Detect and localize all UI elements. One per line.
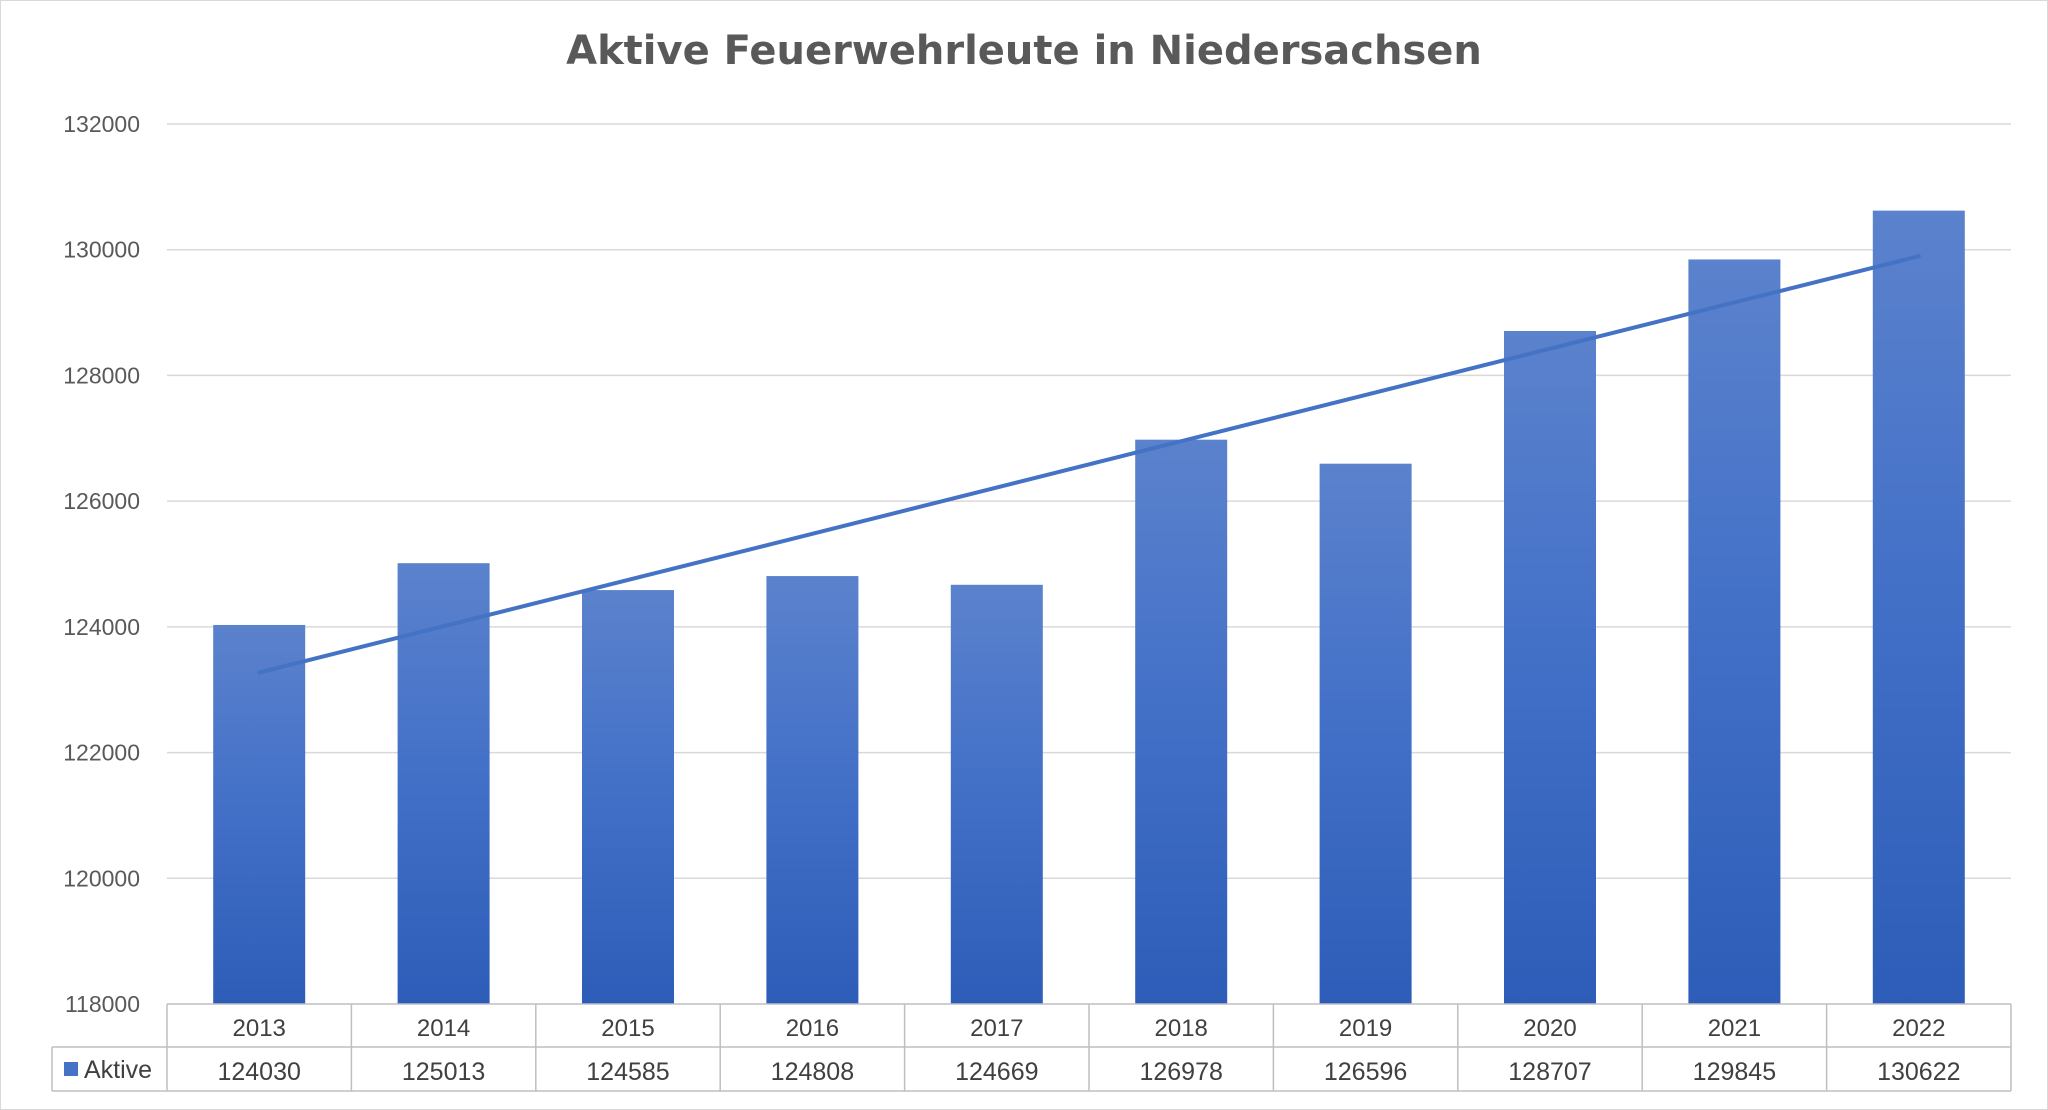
value-label-2015: 124585 <box>586 1058 669 1086</box>
y-tick-label-120000: 120000 <box>63 865 140 891</box>
data-table: 2013 124030 2014 125013 2015 124585 2016 124808… <box>51 1003 2012 1092</box>
legend-label-aktive: Aktive <box>84 1056 152 1084</box>
category-label-2021: 2021 <box>1708 1015 1761 1042</box>
value-label-2022: 130622 <box>1877 1058 1960 1086</box>
category-label-2016: 2016 <box>786 1015 839 1042</box>
y-tick-label-128000: 128000 <box>63 362 140 388</box>
bar-2016 <box>766 576 859 1004</box>
chart-title: Aktive Feuerwehrleute in Niedersachsen <box>566 28 1482 74</box>
bar-2015 <box>582 590 674 1004</box>
category-label-2014: 2014 <box>417 1015 470 1042</box>
bar-2017 <box>950 584 1043 1004</box>
bar-2020 <box>1504 330 1596 1004</box>
value-label-2018: 126978 <box>1139 1058 1222 1086</box>
category-label-2013: 2013 <box>233 1015 286 1042</box>
bar-2021 <box>1688 259 1781 1004</box>
bar-2014 <box>397 563 490 1004</box>
value-label-2016: 124808 <box>771 1058 854 1086</box>
value-label-2020: 128707 <box>1508 1058 1591 1086</box>
category-label-2020: 2020 <box>1523 1015 1576 1042</box>
category-label-2018: 2018 <box>1155 1015 1208 1042</box>
value-label-2021: 129845 <box>1693 1058 1776 1086</box>
y-tick-label-122000: 122000 <box>63 740 140 766</box>
trend-layer <box>257 254 1921 675</box>
bar-2013 <box>213 624 306 1004</box>
y-tick-label-118000: 118000 <box>65 991 140 1017</box>
category-label-2022: 2022 <box>1892 1015 1945 1042</box>
value-label-2017: 124669 <box>955 1058 1038 1086</box>
bar-2022 <box>1872 210 1965 1005</box>
y-tick-label-132000: 132000 <box>63 111 140 137</box>
trendline <box>257 254 1921 675</box>
value-label-2019: 126596 <box>1324 1058 1407 1086</box>
bar-layer <box>213 210 1965 1005</box>
bar-2018 <box>1135 439 1228 1004</box>
legend-swatch-aktive <box>64 1062 78 1076</box>
category-label-2019: 2019 <box>1339 1015 1392 1042</box>
category-label-2017: 2017 <box>970 1015 1023 1042</box>
value-label-2013: 124030 <box>217 1058 300 1086</box>
category-label-2015: 2015 <box>601 1015 654 1042</box>
y-tick-label-130000: 130000 <box>63 237 140 263</box>
value-label-2014: 125013 <box>402 1058 485 1086</box>
bar-2019 <box>1319 463 1412 1004</box>
y-tick-label-126000: 126000 <box>63 488 140 514</box>
y-tick-label-124000: 124000 <box>63 614 140 640</box>
